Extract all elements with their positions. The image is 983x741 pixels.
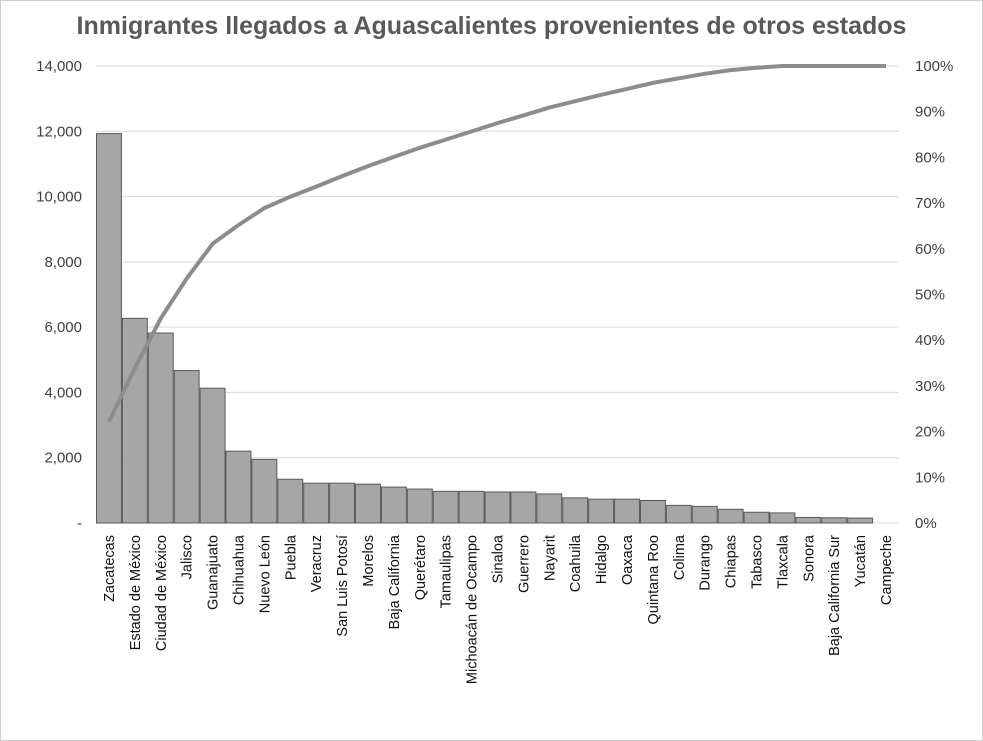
- category-label: Jalisco: [180, 535, 196, 579]
- category-label: Baja California Sur: [827, 535, 843, 656]
- category-label: Hidalgo: [594, 535, 610, 584]
- bar: [743, 511, 770, 524]
- left-axis-tick-label: -: [77, 515, 82, 532]
- bar: [303, 482, 330, 524]
- category-label: Sonora: [801, 534, 817, 582]
- left-axis-tick-label: 14,000: [36, 58, 82, 75]
- bar: [769, 512, 796, 524]
- right-axis-tick-label: 0%: [915, 515, 937, 532]
- bar: [355, 483, 381, 524]
- category-label: Veracruz: [309, 535, 325, 592]
- bar: [173, 370, 200, 524]
- left-axis-ticks: - 2,000 4,000 6,000 8,000 10,000 12,000 14,000: [36, 58, 82, 532]
- category-label: Chiapas: [724, 535, 740, 588]
- category-label: Querétaro: [413, 535, 429, 600]
- bar: [199, 387, 226, 524]
- bar: [691, 505, 718, 524]
- cumulative-line-series: [107, 64, 886, 423]
- left-axis-tick-label: 4,000: [44, 384, 82, 401]
- bar: [639, 499, 666, 524]
- right-axis-tick-label: 30%: [915, 378, 945, 395]
- bar: [717, 508, 744, 524]
- category-label: Campeche: [879, 535, 895, 605]
- bar: [147, 332, 174, 524]
- bar: [251, 458, 278, 524]
- category-label: Tlaxcala: [775, 534, 791, 589]
- bar: [510, 491, 537, 524]
- right-axis-tick-label: 70%: [915, 195, 945, 212]
- bar: [614, 498, 640, 524]
- category-label: Nayarit: [542, 535, 558, 581]
- bar: [795, 516, 822, 524]
- cumulative-line: [107, 64, 886, 423]
- right-axis-tick-label: 10%: [915, 469, 945, 486]
- right-axis-tick-label: 60%: [915, 241, 945, 258]
- category-label: Morelos: [361, 535, 377, 587]
- category-label: Baja California: [387, 534, 403, 629]
- bar: [380, 486, 407, 524]
- category-label: Guerrero: [516, 535, 532, 593]
- bar: [432, 490, 459, 524]
- category-label: Tamaulipas: [439, 535, 455, 608]
- bar: [562, 497, 589, 524]
- bar: [329, 482, 356, 524]
- left-axis-tick-label: 10,000: [36, 189, 82, 206]
- right-axis-tick-label: 50%: [915, 287, 945, 304]
- category-label: Zacatecas: [102, 535, 118, 602]
- left-axis-tick-label: 2,000: [44, 450, 82, 467]
- bar: [96, 133, 122, 524]
- bar-series: [96, 133, 874, 524]
- category-label: Oaxaca: [620, 534, 636, 585]
- category-label: Quintana Roo: [646, 535, 662, 624]
- bar: [588, 498, 615, 524]
- left-axis-tick-label: 6,000: [44, 319, 82, 336]
- category-label: Michoacán de Ocampo: [465, 535, 481, 684]
- bar: [458, 490, 485, 524]
- category-label: Sinaloa: [491, 534, 507, 583]
- category-label: Yucatán: [853, 535, 869, 587]
- category-label: Tabasco: [750, 535, 766, 589]
- bar: [225, 450, 252, 524]
- right-axis-ticks: 0% 10% 20% 30% 40% 50% 60% 70% 80% 90% 100%: [915, 58, 953, 532]
- bar: [665, 504, 692, 524]
- category-label: Nuevo León: [257, 535, 273, 613]
- right-axis-tick-label: 100%: [915, 58, 953, 75]
- category-label: San Luis Potosí: [335, 535, 351, 637]
- category-label: Coahuila: [568, 534, 584, 592]
- right-axis-tick-label: 80%: [915, 149, 945, 166]
- bar: [277, 478, 304, 524]
- category-label: Durango: [698, 535, 714, 591]
- category-label: Puebla: [283, 534, 299, 580]
- bar: [484, 491, 511, 524]
- left-axis-tick-label: 8,000: [44, 254, 82, 271]
- bar: [821, 517, 848, 524]
- category-label: Ciudad de México: [154, 535, 170, 651]
- bar: [406, 488, 433, 524]
- left-axis-tick-label: 12,000: [36, 123, 82, 140]
- category-label: Estado de México: [128, 535, 144, 650]
- bar: [847, 517, 874, 524]
- bar: [536, 493, 563, 524]
- category-axis-labels: Zacatecas Estado de México Ciudad de Méxic…: [102, 534, 895, 684]
- right-axis-tick-label: 90%: [915, 104, 945, 121]
- right-axis-tick-label: 40%: [915, 332, 945, 349]
- category-label: Chihuahua: [231, 534, 247, 605]
- category-label: Guanajuato: [206, 535, 222, 610]
- right-axis-tick-label: 20%: [915, 424, 945, 441]
- category-label: Colima: [672, 534, 688, 580]
- chart-title: Inmigrantes llegados a Aguascalientes pr…: [76, 12, 907, 40]
